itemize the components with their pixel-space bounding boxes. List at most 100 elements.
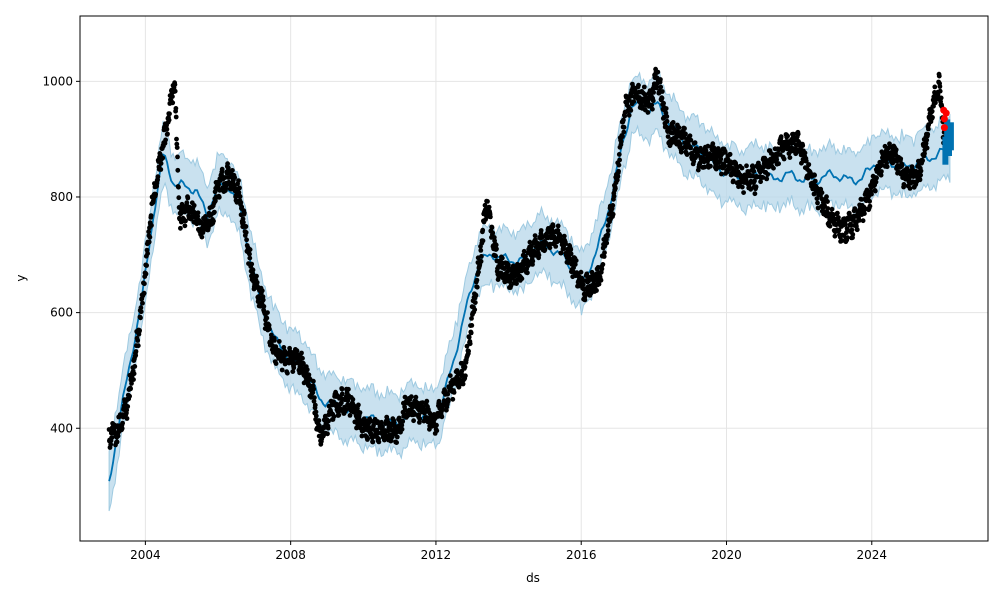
observed-point [616, 168, 621, 174]
observed-point [261, 304, 267, 309]
observed-point [182, 223, 188, 229]
observed-point [174, 145, 180, 151]
observed-point [722, 150, 728, 155]
observed-point [244, 237, 250, 243]
observed-point [494, 246, 499, 252]
observed-point [135, 343, 141, 349]
observed-point [750, 165, 756, 171]
observed-point [175, 167, 181, 173]
observed-point [167, 111, 172, 117]
observed-point [145, 251, 151, 256]
observed-point [172, 88, 178, 94]
observed-point [658, 77, 663, 82]
observed-point [137, 328, 143, 333]
observed-point [299, 350, 304, 356]
observed-point [830, 212, 836, 217]
observed-point [479, 254, 484, 259]
observed-point [499, 255, 505, 261]
y-tick-label: 800 [50, 190, 73, 204]
observed-point [411, 418, 416, 424]
observed-point [170, 100, 176, 106]
observed-point [124, 416, 130, 421]
observed-point [568, 247, 574, 252]
observed-point [730, 178, 736, 184]
observed-point [493, 253, 498, 259]
observed-point [478, 248, 484, 253]
observed-point [445, 391, 451, 397]
observed-point [490, 230, 496, 236]
observed-point [175, 154, 180, 160]
observed-point [739, 184, 745, 190]
observed-point [434, 428, 440, 434]
observed-point [933, 100, 938, 106]
observed-point [621, 117, 626, 123]
observed-point [617, 157, 622, 163]
observed-point [856, 218, 862, 223]
observed-point [331, 414, 337, 419]
observed-point [616, 152, 622, 157]
observed-point [878, 172, 884, 178]
observed-point [654, 85, 659, 91]
observed-point [412, 412, 418, 417]
observed-point [860, 218, 866, 224]
observed-point [907, 186, 913, 191]
observed-point [247, 255, 253, 261]
observed-point [346, 386, 351, 392]
observed-point [854, 227, 860, 233]
observed-point [670, 120, 676, 125]
observed-point [203, 214, 208, 219]
observed-point [785, 133, 790, 139]
observed-point [109, 435, 115, 440]
observed-point [237, 185, 242, 191]
observed-point [476, 269, 481, 275]
observed-point [650, 98, 656, 104]
observed-point [135, 338, 141, 343]
observed-point [727, 151, 733, 157]
observed-point [558, 250, 564, 256]
observed-point [832, 233, 838, 239]
observed-point [604, 240, 610, 246]
observed-point [285, 370, 290, 376]
observed-point [839, 238, 845, 244]
observed-point [620, 134, 625, 139]
observed-point [486, 204, 492, 210]
observed-point [684, 152, 690, 158]
observed-point [536, 252, 542, 258]
observed-point [850, 232, 856, 237]
observed-point [173, 114, 179, 120]
observed-point [213, 198, 218, 204]
observed-point [701, 159, 707, 165]
observed-point [898, 156, 904, 162]
y-tick-label: 1000 [42, 74, 73, 88]
observed-point [884, 164, 890, 170]
observed-point [631, 99, 637, 104]
observed-point [148, 213, 154, 219]
observed-point [339, 391, 345, 397]
observed-point [291, 365, 297, 371]
observed-point [385, 419, 391, 425]
observed-point [409, 394, 414, 400]
observed-point [350, 397, 356, 402]
observed-point [806, 162, 812, 167]
observed-point [707, 152, 713, 158]
observed-point [236, 178, 241, 184]
observed-point [146, 239, 152, 245]
observed-point [659, 89, 665, 94]
observed-point [439, 406, 445, 412]
observed-point [824, 194, 829, 200]
observed-point [920, 158, 925, 164]
observed-point [614, 177, 620, 183]
observed-point [146, 229, 152, 235]
observed-point [313, 409, 319, 415]
observed-point [466, 334, 472, 340]
observed-point [555, 223, 561, 229]
observed-point [521, 248, 527, 254]
observed-point [493, 242, 499, 248]
observed-point [276, 339, 282, 344]
observed-point [758, 179, 763, 185]
observed-point [610, 203, 616, 208]
observed-point [563, 241, 568, 247]
observed-point [771, 165, 776, 171]
